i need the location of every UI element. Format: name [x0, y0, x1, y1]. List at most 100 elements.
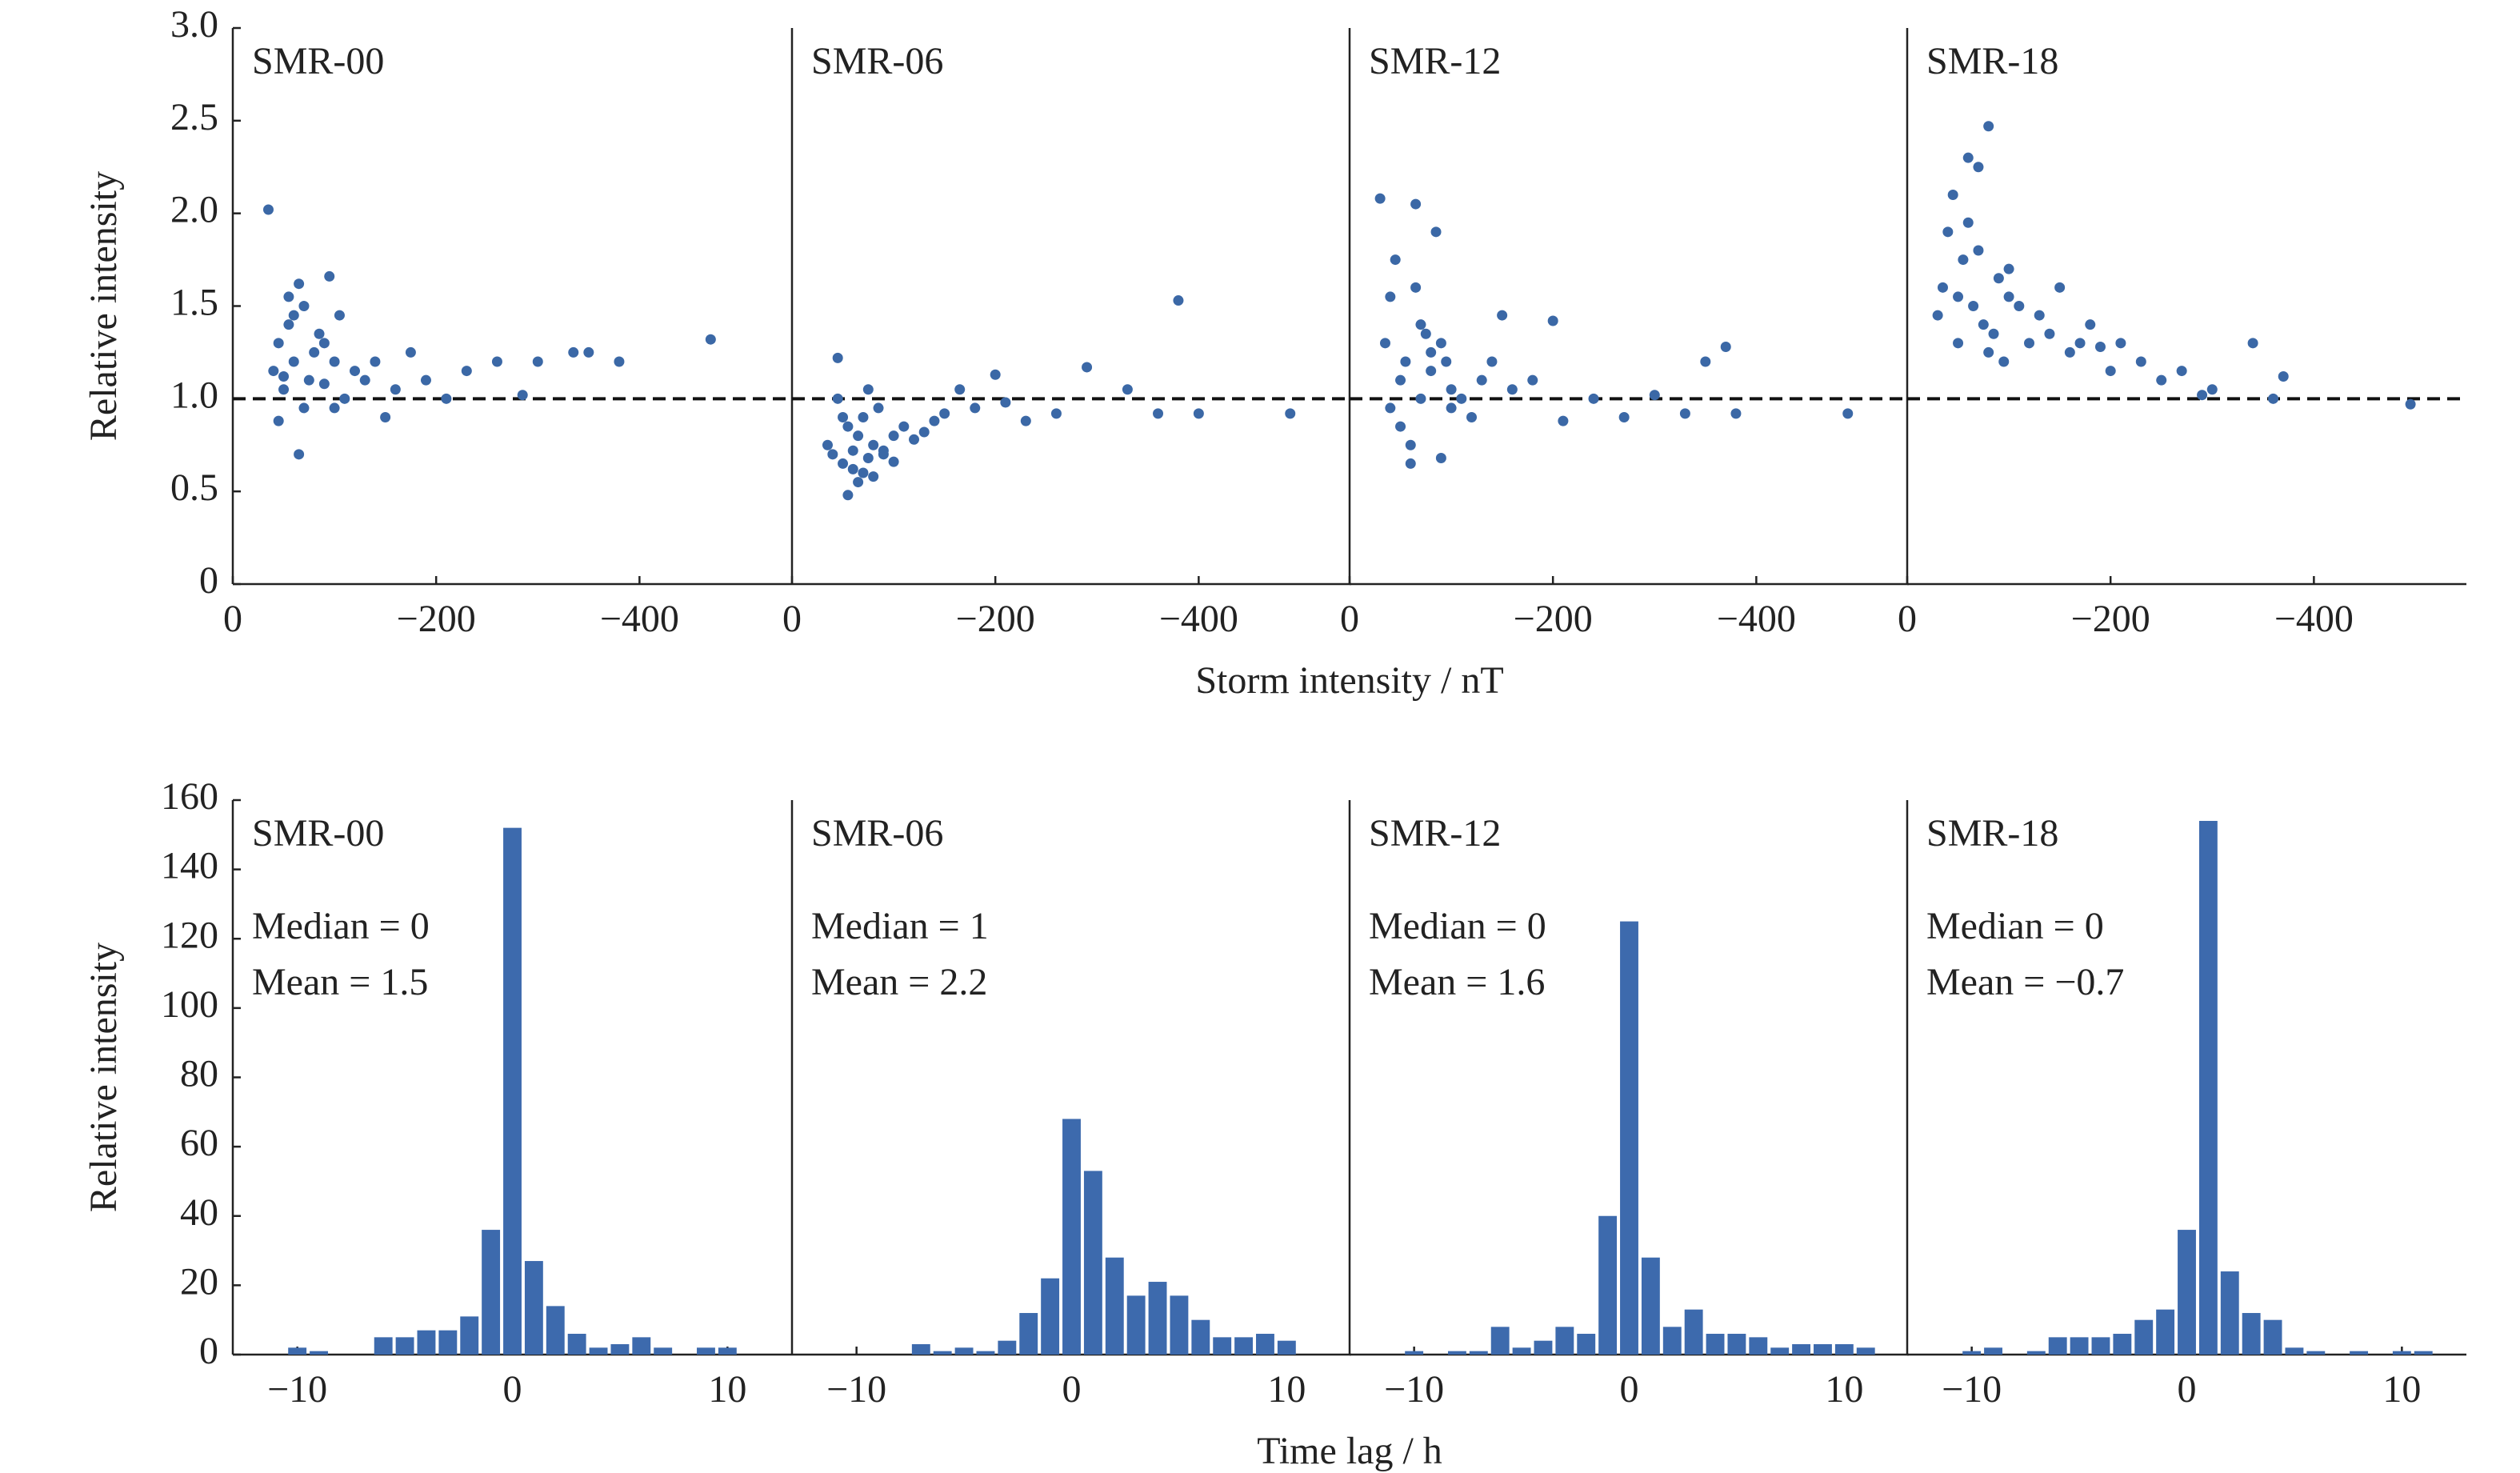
scatter-point: [1000, 397, 1011, 408]
scatter-point: [1415, 319, 1426, 330]
x-tick-label: −400: [1159, 598, 1238, 640]
histogram-bar: [1962, 1351, 1982, 1355]
scatter-point: [1385, 291, 1396, 302]
scatter-point: [954, 384, 966, 395]
scatter-point: [1020, 415, 1031, 426]
histogram-bar: [1447, 1351, 1466, 1355]
x-tick-label: 0: [1898, 598, 1917, 640]
scatter-point: [370, 356, 381, 367]
histogram-bar: [2242, 1313, 2261, 1355]
scatter-point: [838, 458, 849, 469]
scatter-point: [339, 393, 350, 404]
x-tick-label: −400: [600, 598, 679, 640]
histogram-bar: [632, 1337, 651, 1355]
scatter-point: [390, 384, 401, 395]
scatter-point: [1476, 374, 1487, 386]
histogram-bar: [1512, 1347, 1531, 1355]
scatter-point: [1410, 198, 1422, 210]
scatter-point: [862, 384, 874, 395]
histogram-bar: [911, 1344, 930, 1355]
scatter-point: [1410, 282, 1422, 293]
scatter-point: [359, 374, 370, 386]
scatter-point: [2197, 390, 2208, 401]
scatter-point: [2054, 282, 2066, 293]
annotation: Mean = −0.7: [1926, 961, 2124, 1003]
x-tick-label: −10: [267, 1368, 327, 1411]
histogram-bar: [1191, 1319, 1210, 1355]
histogram-bar: [1598, 1215, 1618, 1355]
histogram-bar: [998, 1340, 1017, 1355]
scatter-point: [318, 338, 330, 349]
scatter-point: [888, 430, 899, 442]
scatter-point: [1988, 328, 1999, 339]
scatter-point: [822, 439, 833, 450]
panel-title: SMR-18: [1926, 40, 2058, 82]
x-tick-label: 0: [782, 598, 802, 640]
scatter-point: [1435, 338, 1446, 349]
annotation: Median = 1: [811, 905, 989, 947]
histogram-bar: [1170, 1295, 1189, 1355]
histogram-bar: [954, 1347, 974, 1355]
histogram-bar: [1105, 1257, 1124, 1355]
scatter-point: [2003, 291, 2014, 302]
scatter-point: [862, 452, 874, 463]
histogram-bar: [1083, 1171, 1102, 1355]
histogram-bar: [567, 1334, 586, 1355]
scatter-point: [990, 369, 1001, 380]
scatter-point: [1385, 402, 1396, 414]
panel-title: SMR-12: [1369, 40, 1501, 82]
scatter-point: [318, 378, 330, 390]
scatter-point: [461, 366, 472, 377]
histogram-bar: [2263, 1319, 2282, 1355]
scatter-point: [491, 356, 502, 367]
scatter-point: [1426, 366, 1437, 377]
scatter-point: [847, 445, 858, 456]
scatter-point: [532, 356, 543, 367]
histogram-bar: [2285, 1347, 2304, 1355]
histogram-bar: [374, 1337, 393, 1355]
histogram-bar: [2048, 1337, 2067, 1355]
annotation: Mean = 2.2: [811, 961, 987, 1003]
scatter-point: [298, 301, 310, 311]
x-tick-label: −400: [2274, 598, 2354, 640]
scatter-point: [1430, 226, 1442, 238]
scatter-point: [283, 319, 294, 330]
histogram-bar: [1684, 1309, 1703, 1355]
histogram-bar: [1019, 1313, 1038, 1355]
histogram-bar: [933, 1351, 952, 1355]
histogram-bar: [1041, 1278, 1060, 1355]
histogram-bar: [2198, 820, 2218, 1355]
scatter-point: [1618, 412, 1630, 422]
x-tick-label: −200: [956, 598, 1035, 640]
scatter-point: [1153, 408, 1164, 419]
scatter-point: [1588, 393, 1599, 404]
scatter-point: [1441, 356, 1452, 367]
histogram-bar: [589, 1347, 608, 1355]
histogram-bar: [1706, 1334, 1725, 1355]
scatter-point: [2094, 341, 2106, 352]
scatter-point: [842, 421, 854, 432]
scatter-point: [441, 393, 452, 404]
scatter-point: [842, 490, 854, 501]
x-axis-label: Time lag / h: [1257, 1430, 1442, 1472]
scatter-point: [1527, 374, 1538, 386]
scatter-point: [873, 402, 884, 414]
y-tick-label: 40: [180, 1191, 218, 1234]
x-tick-label: 10: [708, 1368, 746, 1411]
histogram-bar: [610, 1344, 630, 1355]
histogram-bar: [976, 1351, 995, 1355]
histogram-bar: [395, 1337, 414, 1355]
y-tick-label: 60: [180, 1122, 218, 1164]
histogram-bar: [1490, 1327, 1510, 1355]
scatter-point: [2135, 356, 2146, 367]
histogram-bar: [2414, 1351, 2433, 1355]
scatter-point: [1390, 254, 1401, 266]
x-axis-label: Storm intensity / nT: [1195, 659, 1503, 702]
histogram-bar: [1405, 1351, 1424, 1355]
scatter-point: [314, 328, 325, 339]
scatter-point: [1942, 226, 1954, 238]
histogram-bar: [2091, 1337, 2110, 1355]
x-tick-label: −10: [1384, 1368, 1444, 1411]
panel-title: SMR-18: [1926, 812, 2058, 855]
y-tick-label: 100: [161, 983, 218, 1026]
